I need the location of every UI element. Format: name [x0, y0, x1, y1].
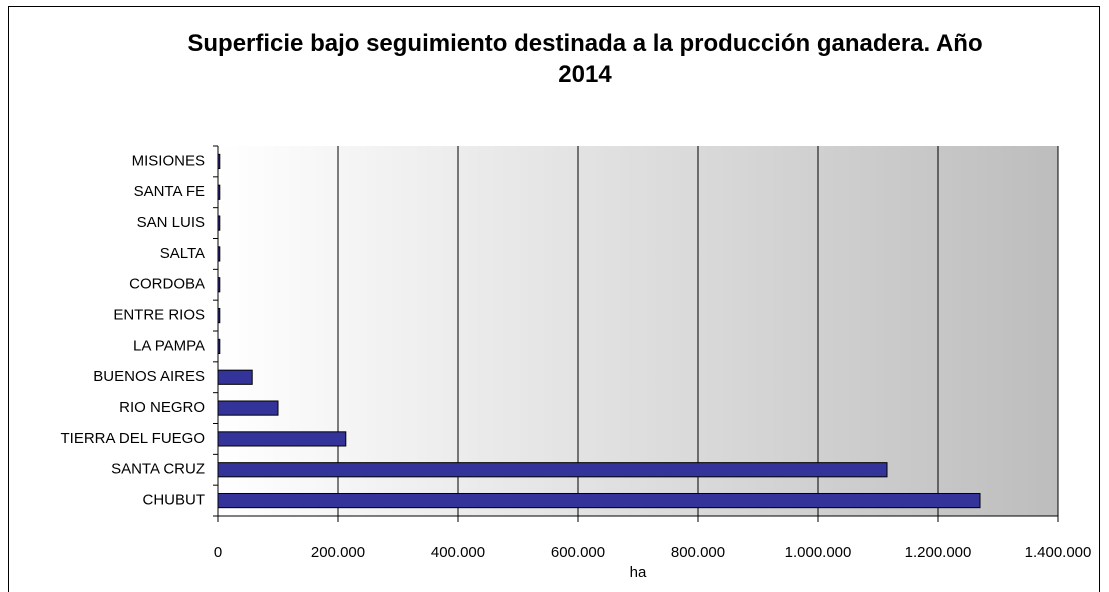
y-tick-label: SANTA CRUZ: [111, 461, 205, 478]
y-tick-label: CHUBUT: [143, 492, 206, 509]
bar: [217, 246, 221, 262]
y-tick-label: BUENOS AIRES: [93, 368, 205, 385]
plot-area: [218, 146, 1058, 516]
bar: [217, 369, 253, 385]
x-tick-label: 600.000: [551, 544, 605, 561]
y-tick-label: SANTA FE: [134, 183, 205, 200]
bar: [217, 338, 221, 355]
x-tick-label: 1.400.000: [1025, 544, 1092, 561]
y-tick-label: TIERRA DEL FUEGO: [61, 430, 205, 447]
chart-title: Superficie bajo seguimiento destinada a …: [187, 30, 983, 88]
bar: [217, 462, 888, 478]
bar: [217, 307, 221, 324]
x-tick-label: 800.000: [671, 544, 725, 561]
x-tick-label: 1.000.000: [785, 544, 852, 561]
bar: [217, 277, 221, 293]
x-tick-label: 1.200.000: [905, 544, 972, 561]
x-tick-label: 200.000: [311, 544, 365, 561]
bar: [217, 153, 221, 170]
bar: [217, 431, 347, 447]
bar: [217, 492, 981, 509]
y-tick-label: SALTA: [160, 245, 205, 262]
bar: [217, 400, 279, 416]
bar: [217, 184, 221, 200]
bar: [217, 215, 221, 231]
x-axis-label: ha: [630, 564, 647, 581]
y-tick-label: ENTRE RIOS: [113, 307, 205, 324]
y-tick-label: LA PAMPA: [133, 337, 205, 354]
y-tick-label: SAN LUIS: [137, 214, 205, 231]
y-tick-label: CORDOBA: [129, 276, 205, 293]
x-tick-label: 400.000: [431, 544, 485, 561]
x-tick-label: 0: [214, 544, 222, 561]
y-tick-label: RIO NEGRO: [119, 399, 205, 416]
y-tick-label: MISIONES: [132, 152, 205, 169]
